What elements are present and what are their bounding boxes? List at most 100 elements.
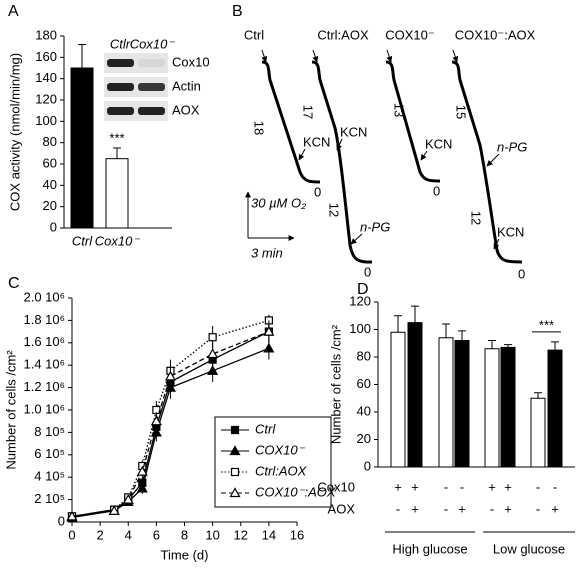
data-point [207, 348, 219, 359]
rate-label: 12 [469, 211, 484, 225]
y-tick-label: 60 [43, 155, 57, 170]
row-sign: - [460, 479, 464, 494]
legend-marker [230, 467, 240, 477]
end-label: 0 [518, 266, 525, 281]
data-point [108, 505, 120, 515]
group-label: High glucose [392, 541, 467, 556]
row-sign: + [504, 479, 512, 494]
y-tick-label: 4 10⁵ [34, 469, 65, 484]
data-point [263, 325, 275, 336]
rate-label: 17 [301, 105, 316, 119]
y-tick-label: 140 [35, 70, 57, 85]
oxygen-trace [451, 60, 523, 264]
arrow [486, 153, 500, 167]
inhibitor-label: KCN [340, 124, 367, 139]
x-tick-label: 4 [125, 527, 132, 542]
bar [530, 397, 546, 468]
arrow [420, 150, 428, 161]
y-tick-label: 1.4 10⁶ [24, 357, 66, 372]
arrow [298, 148, 306, 161]
blot-bg [104, 77, 168, 97]
blot-band [138, 83, 165, 91]
y-tick-label: 1.0 10⁶ [24, 401, 66, 416]
bar [105, 158, 129, 229]
data-point [207, 365, 219, 375]
legend-marker [229, 445, 241, 456]
arrow [386, 49, 393, 63]
oxygen-trace [385, 60, 441, 183]
scale-label: 3 min [251, 245, 283, 260]
arrow [493, 238, 500, 250]
y-axis-label: Number of cells /cm² [328, 324, 343, 444]
trace-name: Ctrl [244, 27, 264, 42]
end-label: 0 [314, 184, 321, 199]
inhibitor-label: KCN [425, 136, 452, 151]
data-point [150, 426, 162, 437]
group-label: Low glucose [493, 541, 565, 556]
data-point [208, 333, 217, 342]
y-tick-label: 120 [35, 91, 57, 106]
data-point [150, 415, 162, 426]
y-tick-label: 160 [35, 49, 57, 64]
x-tick-label: 2 [97, 527, 104, 542]
y-axis-label: COX activity (nmol/min/mg) [7, 53, 22, 211]
panel-label: C [8, 275, 20, 292]
arrow [312, 49, 319, 63]
row-sign: - [536, 501, 540, 516]
trace-name: Ctrl:AOX [317, 27, 369, 42]
x-tick-label: Cox10⁻ [95, 233, 141, 248]
x-tick-label: 10 [205, 527, 219, 542]
x-tick-label: 0 [68, 527, 75, 542]
row-sign: - [444, 479, 448, 494]
y-tick-label: 1.2 10⁶ [24, 379, 66, 394]
scale-label: 30 µM O₂ [251, 195, 306, 210]
y-tick-label: 100 [349, 321, 371, 336]
blot-band [107, 107, 134, 115]
y-tick-label: 1.6 10⁶ [24, 334, 66, 349]
rate-label: 18 [252, 121, 267, 135]
y-tick-label: 2.0 10⁶ [24, 289, 66, 304]
inset-column: Ctlr [110, 36, 131, 51]
data-point [136, 465, 148, 476]
bar [70, 67, 94, 229]
row-sign: - [396, 501, 400, 516]
row-sign: - [490, 501, 494, 516]
y-tick-label: 1.8 10⁶ [24, 312, 66, 327]
bar [484, 348, 500, 468]
legend-label: COX10⁻:AOX [255, 484, 337, 499]
legend-marker [230, 425, 240, 435]
bar [547, 349, 563, 468]
y-tick-label: 80 [43, 134, 57, 149]
blot-band [107, 83, 134, 91]
row-sign: + [504, 501, 512, 516]
y-tick-label: 60 [357, 376, 371, 391]
inset-row: Actin [172, 78, 201, 93]
y-tick-label: 100 [35, 113, 57, 128]
row-sign: + [551, 501, 559, 516]
panel-label: A [8, 3, 19, 20]
y-tick-label: 40 [357, 403, 371, 418]
y-axis-label: Number of cells /cm² [3, 350, 18, 470]
y-tick-label: 20 [357, 431, 371, 446]
y-tick-label: 40 [43, 177, 57, 192]
y-tick-label: 120 [349, 293, 371, 308]
legend-marker [229, 487, 241, 498]
rate-label: 13 [392, 103, 407, 117]
blot-band [138, 59, 165, 67]
inhibitor-label: n-PG [360, 219, 390, 234]
row-sign: - [536, 479, 540, 494]
row-sign: + [411, 501, 419, 516]
annotation: *** [539, 317, 554, 332]
data-point [136, 482, 148, 493]
row-label: Cox10 [317, 479, 355, 494]
row-sign: + [411, 479, 419, 494]
row-label: AOX [328, 501, 356, 516]
blot-band [107, 59, 134, 67]
trace-name: COX10⁻:AOX [455, 27, 536, 42]
legend-label: Ctrl [255, 421, 276, 436]
inset-row: Cox10 [172, 54, 210, 69]
panel-label: D [357, 281, 369, 298]
y-tick-label: 80 [357, 348, 371, 363]
bar [500, 346, 516, 468]
